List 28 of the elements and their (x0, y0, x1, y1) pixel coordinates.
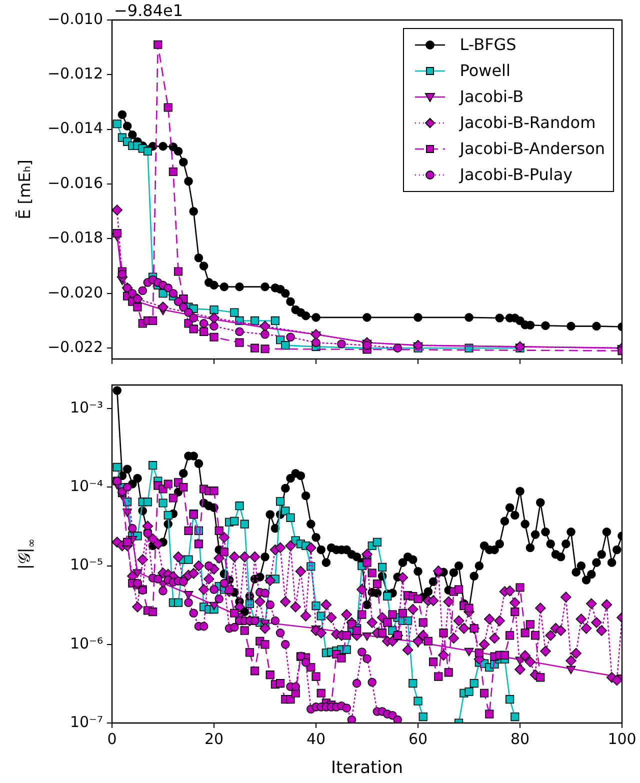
y-tick-label: −0.020 (47, 283, 103, 302)
x-tick-label: 0 (107, 730, 117, 748)
x-tick-label: 100 (608, 730, 636, 748)
y-tick-label: −0.010 (47, 10, 103, 28)
y-tick-label: −0.014 (47, 119, 103, 138)
y-tick-label: −0.022 (47, 338, 103, 356)
legend-label: L-BFGS (460, 34, 516, 56)
legend-label: Jacobi-B (460, 86, 524, 108)
y-tick-label: −0.016 (47, 174, 103, 192)
annotation: −9.84e1 (114, 1, 184, 20)
y-tick-label: 10⁻³ (70, 398, 103, 417)
x-tick-label: 60 (408, 730, 428, 748)
x-tick-label: 40 (306, 730, 326, 748)
y-tick-label: −0.018 (47, 228, 103, 247)
y-tick-label: 10⁻⁶ (70, 634, 103, 652)
y-tick-label: −0.012 (47, 64, 103, 83)
legend-label: Jacobi-B-Pulay (460, 164, 573, 186)
x-tick-label: 20 (204, 730, 224, 748)
x-tick-label: 80 (510, 730, 530, 748)
legend-label: Jacobi-B-Anderson (460, 138, 605, 160)
y-axis-title: Ē [mEₕ] (15, 160, 34, 220)
legend-label: Powell (460, 60, 510, 82)
y-tick-label: 10⁻⁷ (70, 712, 103, 731)
legend-label: Jacobi-B-Random (460, 112, 596, 134)
x-axis-title: Iteration (330, 758, 404, 778)
y-axis-title: |𝒢|∞ (15, 538, 38, 570)
y-tick-label: 10⁻⁴ (70, 477, 103, 496)
y-tick-label: 10⁻⁵ (70, 556, 103, 574)
